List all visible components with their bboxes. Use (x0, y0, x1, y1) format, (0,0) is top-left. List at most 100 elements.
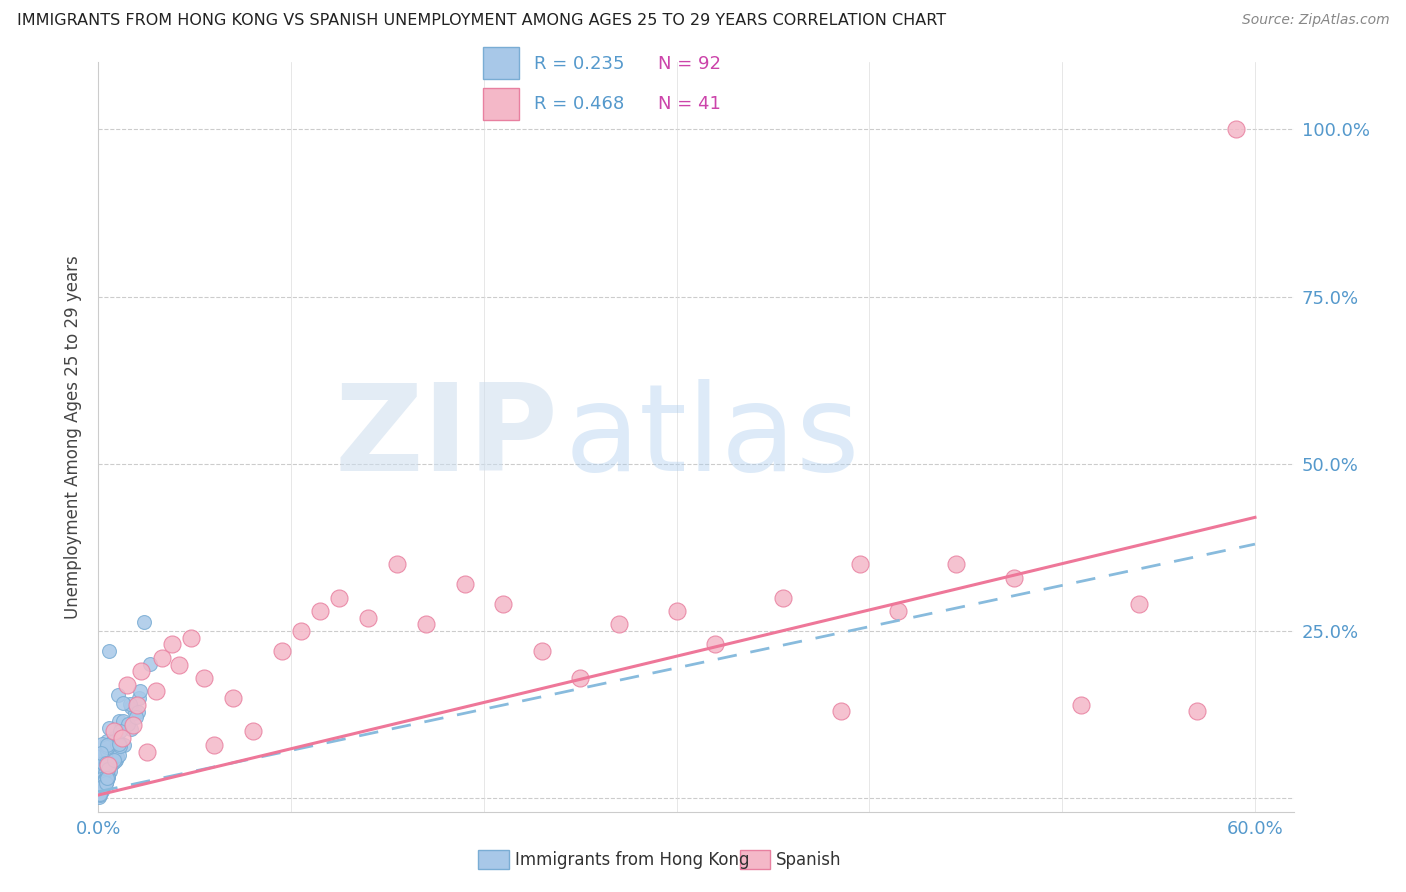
Point (127, 705, 149, 719)
Point (96, 771, 118, 785)
Point (93, 775, 115, 789)
Point (101, 735, 124, 749)
Point (93, 774, 115, 789)
Point (91, 737, 114, 751)
Point (97, 770, 120, 784)
Point (830, 705, 852, 719)
Point (704, 637, 727, 651)
Point (93, 765, 115, 780)
Point (94, 776, 117, 790)
Point (1002, 571, 1025, 585)
Point (108, 723, 131, 738)
Text: ZIP: ZIP (335, 378, 558, 496)
Point (90, 772, 112, 787)
Point (103, 746, 125, 760)
Point (107, 748, 129, 763)
Point (96, 756, 118, 770)
Point (202, 738, 225, 752)
Point (1070, 698, 1092, 712)
Point (222, 691, 245, 706)
Point (105, 750, 128, 764)
Point (160, 637, 183, 651)
Point (103, 724, 125, 739)
Point (120, 722, 142, 736)
Point (290, 624, 312, 639)
Point (103, 756, 125, 770)
Point (887, 604, 910, 618)
Point (1185, 705, 1208, 719)
Point (96, 770, 118, 784)
Text: atlas: atlas (565, 378, 860, 496)
Point (193, 671, 215, 685)
Point (89, 771, 111, 785)
Point (97, 769, 120, 783)
Point (135, 744, 157, 758)
Point (90, 746, 112, 760)
Point (111, 714, 134, 728)
Point (569, 671, 592, 685)
Point (98, 764, 121, 779)
Point (100, 751, 122, 765)
Text: R = 0.468: R = 0.468 (534, 95, 624, 113)
Point (1128, 598, 1150, 612)
Point (270, 644, 292, 658)
Point (492, 598, 515, 612)
Point (94, 758, 117, 772)
Point (180, 631, 202, 645)
Point (91, 747, 114, 762)
Point (96, 743, 118, 757)
Point (849, 557, 872, 572)
Point (97, 758, 120, 772)
Point (122, 717, 145, 731)
Text: N = 41: N = 41 (658, 95, 721, 113)
Point (93, 774, 115, 789)
Point (96, 744, 118, 758)
Point (125, 698, 148, 712)
Point (1225, 122, 1247, 136)
Point (607, 617, 630, 632)
Point (93, 746, 115, 760)
Point (108, 714, 131, 728)
Point (98, 722, 121, 736)
Point (117, 678, 139, 692)
Point (453, 577, 475, 591)
Y-axis label: Unemployment Among Ages 25 to 29 years: Unemployment Among Ages 25 to 29 years (65, 255, 83, 619)
Point (665, 604, 688, 618)
Bar (740, 850, 770, 870)
Point (91, 755, 114, 769)
Point (357, 611, 380, 625)
Point (125, 710, 148, 724)
Point (97, 762, 120, 776)
Point (108, 739, 131, 753)
Point (328, 591, 350, 605)
Bar (484, 47, 519, 79)
Point (90, 781, 112, 796)
Point (87, 784, 110, 798)
Point (103, 753, 125, 767)
Point (120, 697, 142, 711)
Point (169, 657, 191, 672)
Point (96, 738, 118, 752)
Point (150, 651, 173, 665)
Point (110, 731, 132, 746)
Point (93, 775, 115, 789)
Point (129, 684, 152, 698)
Point (309, 604, 332, 618)
Point (120, 699, 142, 714)
Text: Immigrants from Hong Kong: Immigrants from Hong Kong (515, 851, 749, 869)
Point (124, 706, 146, 720)
Point (91, 781, 114, 796)
Point (91, 779, 114, 793)
Point (104, 753, 127, 767)
Point (107, 737, 129, 751)
Point (94, 775, 117, 789)
Point (110, 736, 132, 750)
Point (112, 696, 135, 710)
Point (945, 557, 967, 572)
Point (104, 744, 127, 758)
Point (112, 738, 135, 752)
Point (97, 644, 120, 658)
Point (96, 734, 118, 748)
Point (89, 788, 111, 802)
Point (103, 731, 125, 746)
